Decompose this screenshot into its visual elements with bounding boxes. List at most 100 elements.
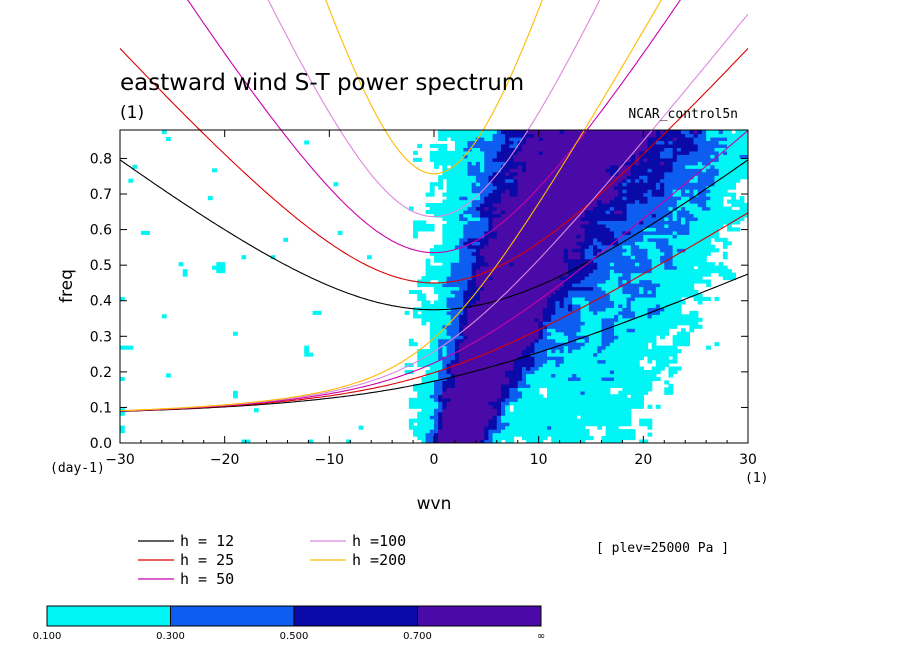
contour-cell [609,203,615,208]
contour-cell [542,150,548,155]
contour-cell [593,220,598,225]
contour-cell [601,213,607,218]
contour-cell [626,265,632,270]
contour-cell [618,276,623,281]
contour-cell [622,317,628,322]
contour-cell [634,286,640,291]
contour-cell [580,140,586,145]
contour-cell [496,154,502,159]
contour-cell [559,209,565,215]
contour-cell [475,408,481,413]
contour-cell [626,401,632,406]
contour-cell [517,150,523,155]
contour-cell [467,164,473,169]
contour-cell [609,189,615,194]
contour-cell [454,206,460,211]
contour-cell [513,335,519,340]
contour-cell [655,185,661,190]
contour-cell [630,366,636,371]
contour-cell [597,133,603,138]
contour-cell [471,317,477,322]
contour-cell [559,248,565,253]
contour-cell [626,335,632,340]
contour-cell [484,140,490,145]
contour-cell [417,394,423,399]
contour-cell [618,161,623,166]
contour-cell [442,258,448,263]
contour-cell [475,380,481,385]
contour-cell [429,182,435,187]
contour-cell [622,140,628,145]
contour-cell [614,189,619,194]
contour-cell [660,300,665,305]
contour-cell [526,411,531,416]
contour-cell [513,182,519,187]
contour-cell [534,289,540,295]
contour-cell [421,300,427,305]
contour-cell [580,359,586,364]
contour-cell [526,213,531,218]
contour-cell [500,300,506,305]
contour-cell [601,300,607,305]
contour-cell [471,237,477,242]
contour-cell [492,300,498,305]
contour-cell [584,185,590,190]
contour-cell [425,192,431,197]
contour-cell [496,192,502,197]
contour-cell [505,356,510,361]
contour-cell [609,143,615,148]
contour-cell [500,286,506,291]
contour-cell [509,203,515,208]
contour-cell [597,415,603,420]
contour-cell [651,369,657,375]
contour-cell [630,216,636,222]
contour-cell [450,182,456,187]
contour-cell [630,279,636,284]
contour-cell [459,182,464,187]
contour-cell [597,345,603,350]
contour-cell [643,189,649,194]
contour-cell [513,262,519,267]
contour-cell [454,296,460,302]
contour-cell [480,258,485,263]
contour-cell [593,359,598,364]
contour-cell [567,286,573,291]
contour-cell [434,415,439,420]
contour-cell [572,342,577,347]
contour-cell [496,349,502,354]
contour-cell [446,303,452,308]
contour-cell [471,272,477,277]
contour-cell [459,352,464,357]
contour-cell [454,289,460,295]
contour-cell [559,422,565,427]
contour-cell [484,338,490,343]
contour-cell [513,244,519,249]
contour-cell [651,321,657,326]
contour-cell [626,328,632,333]
contour-cell [588,209,594,215]
contour-cell [241,255,247,260]
contour-cell [643,203,649,208]
contour-cell [626,307,632,312]
contour-cell [601,150,607,155]
contour-cell [593,161,598,166]
contour-cell [601,335,607,340]
contour-cell [480,272,485,277]
contour-cell [526,310,531,315]
contour-cell [442,283,448,288]
contour-cell [580,182,586,187]
contour-cell [521,154,527,159]
contour-cell [639,321,644,326]
contour-cell [576,418,582,423]
contour-cell [580,436,586,441]
contour-cell [517,289,523,295]
contour-cell [605,415,611,420]
contour-cell [521,199,527,204]
contour-cell [622,143,628,148]
contour-cell [584,415,590,420]
contour-cell [655,289,661,295]
contour-cell [500,269,506,274]
contour-cell [597,380,603,385]
contour-cell [655,220,661,225]
contour-cell [446,206,452,211]
